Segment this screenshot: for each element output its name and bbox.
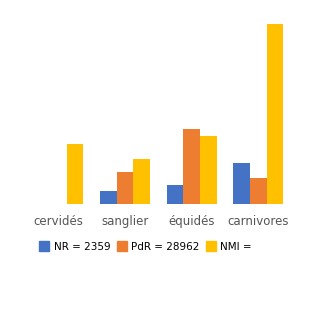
Bar (250, 178, 267, 204)
Bar (117, 172, 133, 204)
Bar (267, 24, 283, 204)
Bar (167, 185, 183, 204)
Bar (100, 191, 117, 204)
Legend: NR = 2359, PdR = 28962, NMI =: NR = 2359, PdR = 28962, NMI = (35, 237, 256, 256)
Bar (233, 163, 250, 204)
Bar (183, 129, 200, 204)
Bar (133, 159, 150, 204)
Bar (200, 136, 217, 204)
Bar (67, 144, 83, 204)
